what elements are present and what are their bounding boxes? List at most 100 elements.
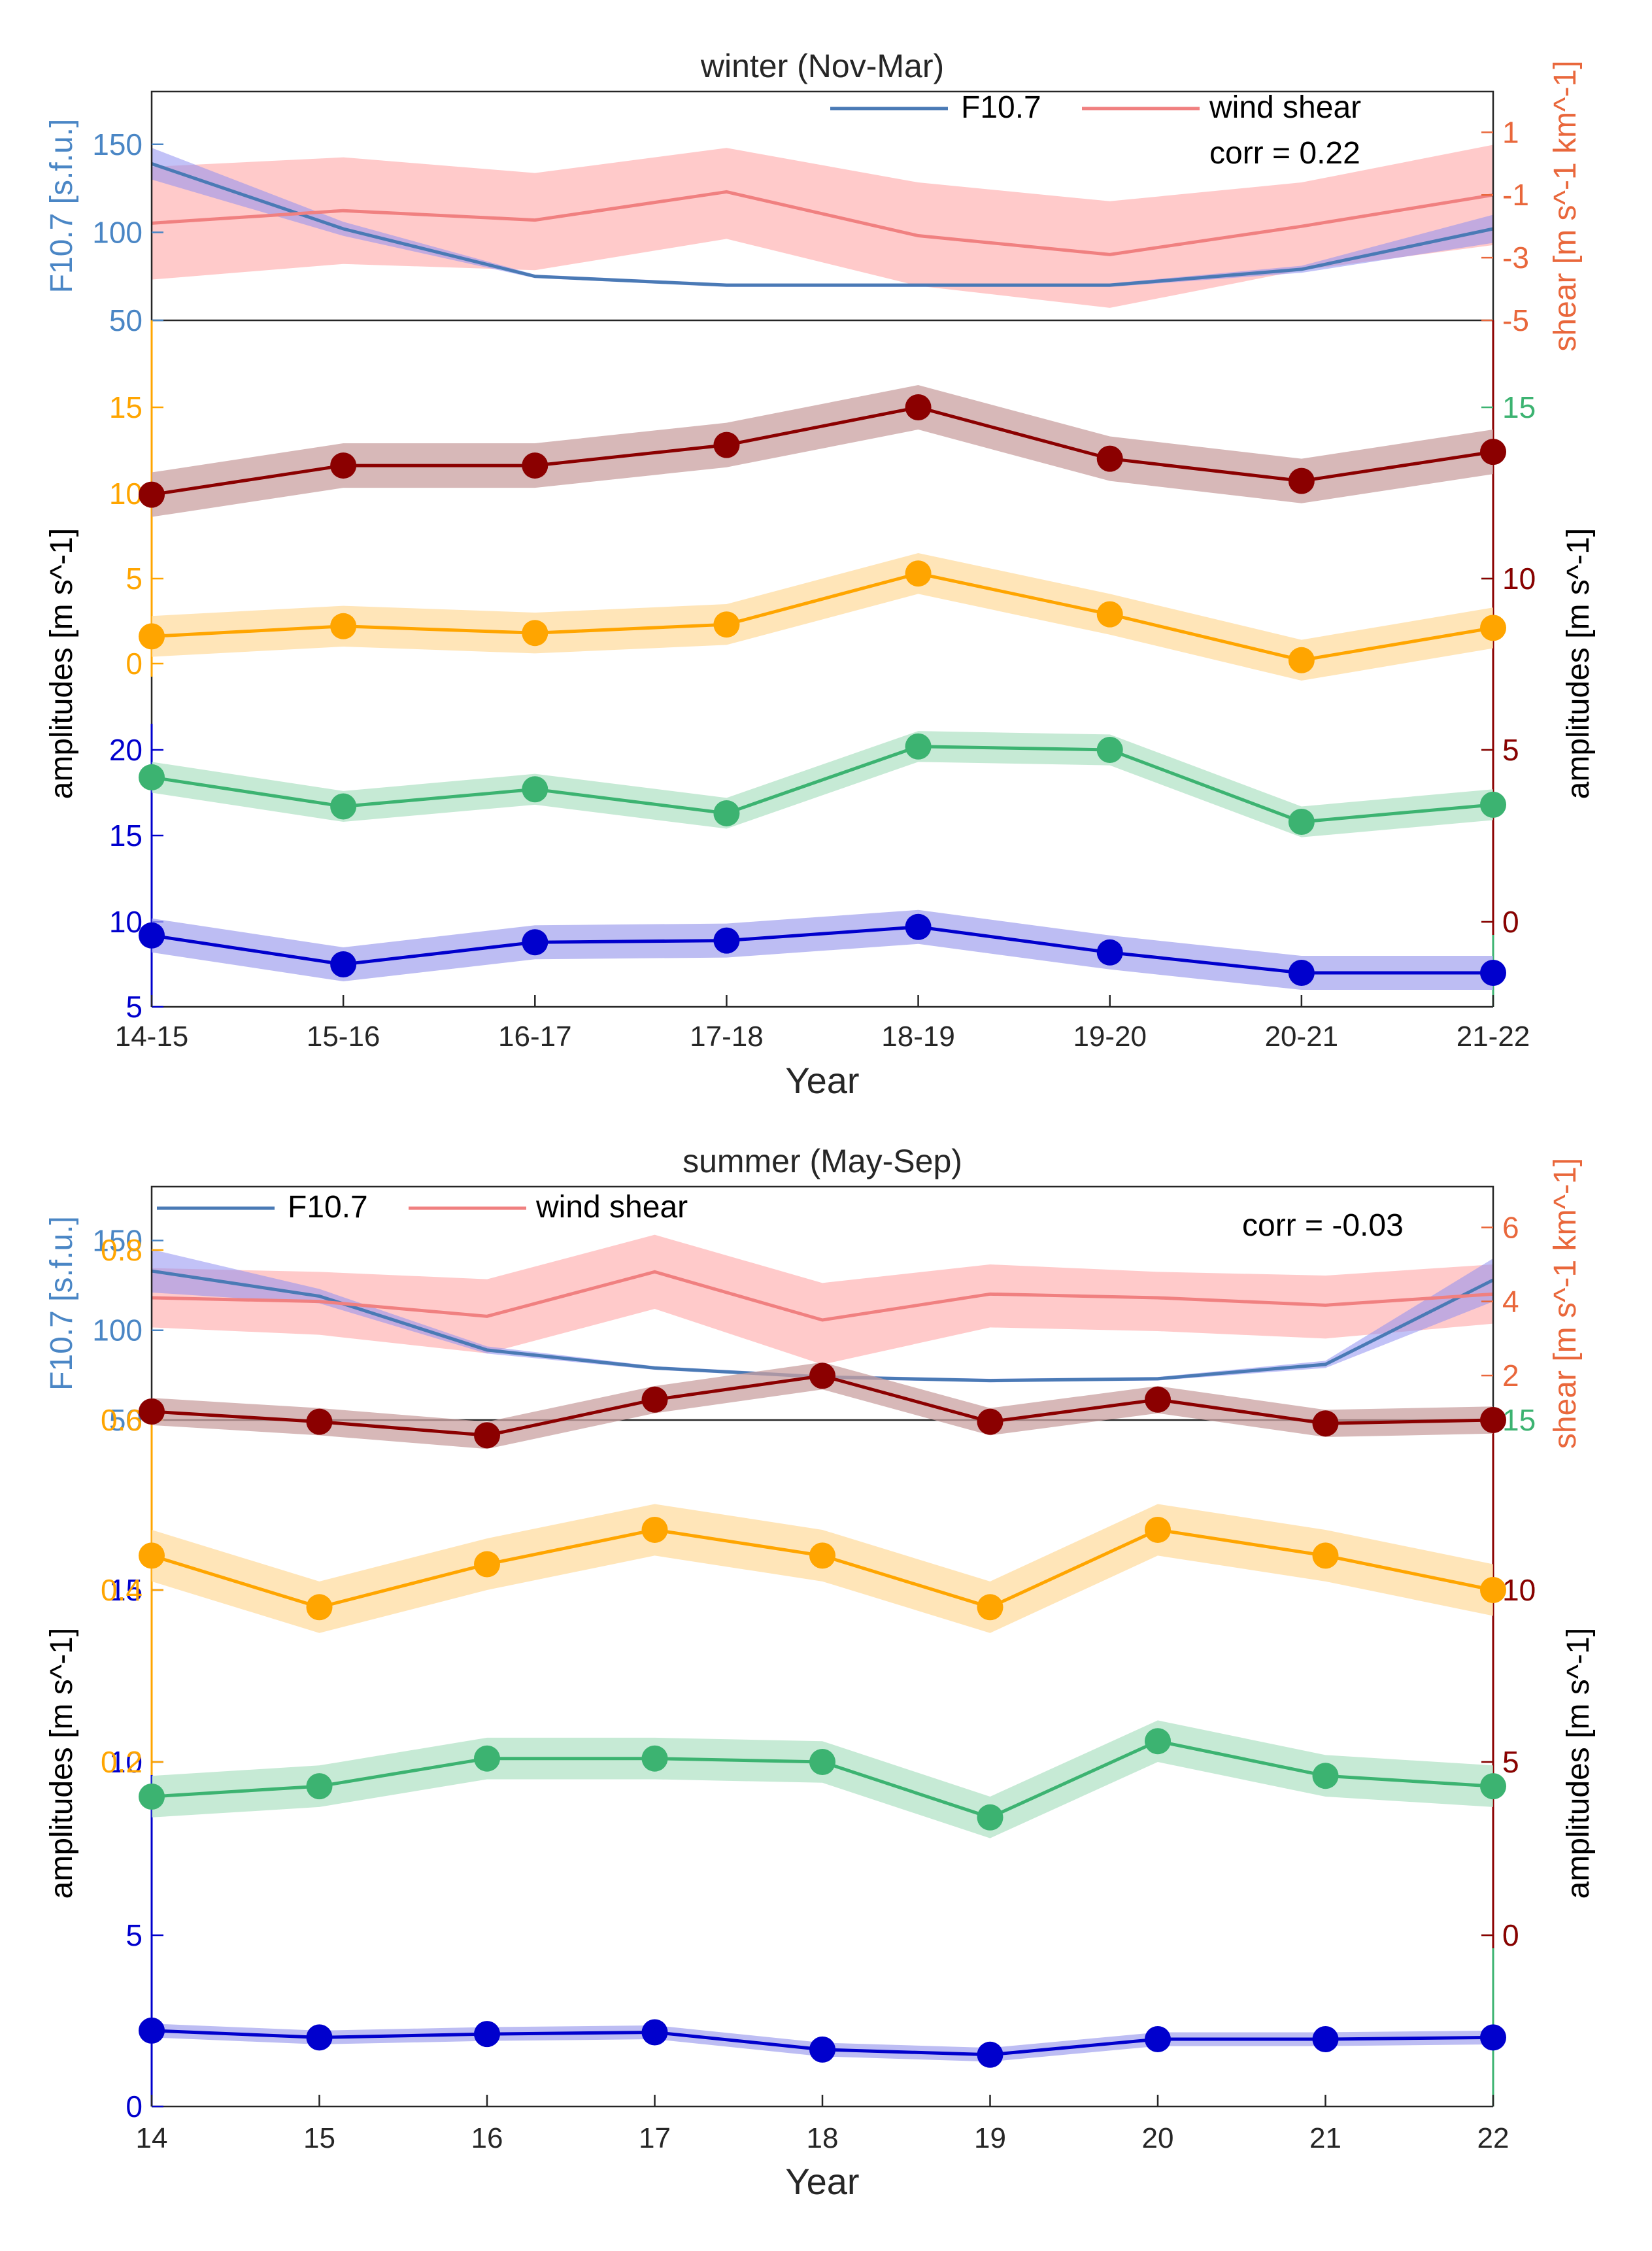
x-tick-label: 22 xyxy=(1477,2122,1509,2154)
bottom-right-tick-label: 5 xyxy=(1502,1745,1519,1779)
top-left-tick-label: 50 xyxy=(109,1403,143,1437)
x-tick-label: 21 xyxy=(1309,2122,1341,2154)
amplitude-band-3 xyxy=(152,909,1493,990)
amplitude-point xyxy=(1096,445,1123,472)
amplitude-point xyxy=(522,929,548,956)
top-right-tick-label: 1 xyxy=(1502,115,1519,149)
top-axes-frame xyxy=(150,90,1494,322)
amplitude-point xyxy=(641,2019,668,2046)
amplitude-point xyxy=(1145,1728,1171,1755)
x-tick-label: 14 xyxy=(136,2122,168,2154)
amplitude-point xyxy=(641,1745,668,1772)
amplitude-point xyxy=(1480,439,1506,465)
amplitude-point xyxy=(139,764,165,790)
amplitude-point xyxy=(139,1542,165,1569)
bottom-right-tick-label: 0 xyxy=(1502,1918,1519,1952)
amplitude-point xyxy=(306,1773,333,1800)
line-wind-shear xyxy=(151,1270,1494,1322)
top-right-tick-label: -5 xyxy=(1502,303,1529,337)
amplitude-point xyxy=(474,2021,500,2048)
bottom-left-tick-label: 0 xyxy=(126,2090,143,2124)
amplitude-line-1 xyxy=(151,571,1494,662)
correlation-annotation: corr = 0.22 xyxy=(1209,136,1360,171)
x-tick-label: 16 xyxy=(471,2122,503,2154)
amplitude-point xyxy=(1288,809,1315,836)
bottom-left-ylabel: amplitudes [m s^-1] xyxy=(44,1628,79,1899)
amplitude-point xyxy=(905,913,932,940)
amplitude-point xyxy=(1288,647,1315,673)
amplitude-point xyxy=(809,1542,835,1569)
amplitude-point xyxy=(641,1386,668,1413)
x-tick-label: 15-16 xyxy=(307,1021,380,1053)
legend-label-wind-shear: wind shear xyxy=(1209,90,1361,125)
bottom-left-tick-label: 5 xyxy=(126,990,143,1024)
amplitude-point xyxy=(1480,791,1506,818)
bottom-left-tick-label: 15 xyxy=(109,1573,143,1607)
bottom-left-tick-label: 0.6 xyxy=(101,1403,143,1437)
amplitude-point xyxy=(474,1551,500,1578)
amplitude-point xyxy=(1145,2026,1171,2053)
x-tick-label: 19-20 xyxy=(1073,1021,1147,1053)
bottom-right-tick-label: 0 xyxy=(1502,905,1519,939)
amplitude-point xyxy=(977,1594,1003,1621)
amplitude-point xyxy=(1145,1516,1171,1543)
chart-title: summer (May-Sep) xyxy=(683,1143,962,1179)
amplitude-point xyxy=(713,800,740,826)
amplitude-point xyxy=(1480,960,1506,986)
top-right-ylabel: shear [m s^-1 km^-1] xyxy=(1548,60,1583,351)
amplitude-band-1 xyxy=(152,553,1493,681)
amplitude-line-0 xyxy=(151,405,1494,497)
amplitude-point xyxy=(1480,1577,1506,1603)
bottom-right-tick-label: 0 xyxy=(1502,905,1519,939)
amplitude-point xyxy=(330,452,357,479)
top-right-tick-label: -3 xyxy=(1502,241,1529,275)
correlation-annotation: corr = -0.03 xyxy=(1242,1208,1404,1243)
bottom-left-ylabel: amplitudes [m s^-1] xyxy=(44,528,79,800)
legend-label-f107: F10.7 xyxy=(961,90,1041,125)
amplitude-point xyxy=(1096,601,1123,628)
bottom-left-tick-label: 0.2 xyxy=(101,1745,143,1779)
band-wind-shear xyxy=(152,1234,1493,1364)
amplitude-point xyxy=(474,1422,500,1449)
bottom-left-tick-label: 20 xyxy=(109,733,143,767)
top-left-tick-label: 150 xyxy=(92,1223,143,1257)
amplitude-point xyxy=(306,1408,333,1435)
amplitude-point xyxy=(522,452,548,479)
x-tick-label: 19 xyxy=(974,2122,1006,2154)
top-right-tick-label: 4 xyxy=(1502,1285,1519,1319)
top-left-tick-label: 50 xyxy=(109,303,143,337)
amplitude-point xyxy=(641,1516,668,1543)
amplitude-point xyxy=(522,776,548,803)
bottom-right-tick-label: 15 xyxy=(1502,1403,1536,1437)
top-left-tick-label: 100 xyxy=(92,215,143,249)
bottom-right-ylabel: amplitudes [m s^-1] xyxy=(1561,528,1596,800)
amplitude-point xyxy=(1312,1410,1339,1437)
x-tick-label: 21-22 xyxy=(1457,1021,1530,1053)
amplitude-point xyxy=(713,432,740,458)
x-tick-label: 18 xyxy=(807,2122,839,2154)
legend-label-wind-shear: wind shear xyxy=(535,1190,688,1225)
amplitude-point xyxy=(1096,939,1123,966)
bottom-left-tick-label: 5 xyxy=(126,562,143,596)
amplitude-point xyxy=(139,2017,165,2044)
amplitude-point xyxy=(1480,1407,1506,1433)
bottom-right-tick-label: 5 xyxy=(1502,733,1519,767)
bottom-left-tick-label: 10 xyxy=(109,477,143,511)
amplitude-band-0 xyxy=(152,384,1493,517)
amplitude-point xyxy=(139,623,165,650)
amplitude-point xyxy=(713,611,740,638)
bottom-right-tick-label: 5 xyxy=(1502,1745,1519,1779)
top-left-ylabel: F10.7 [s.f.u.] xyxy=(44,119,79,294)
legend-label-f107: F10.7 xyxy=(288,1190,368,1225)
bottom-left-tick-label: 10 xyxy=(109,1745,143,1779)
bottom-left-tick-label: 0.4 xyxy=(101,1573,143,1607)
x-tick-label: 17 xyxy=(639,2122,671,2154)
amplitude-point xyxy=(1096,737,1123,763)
amplitude-point xyxy=(139,1398,165,1425)
amplitude-point xyxy=(1145,1386,1171,1413)
bottom-right-ylabel: amplitudes [m s^-1] xyxy=(1561,1628,1596,1899)
amplitude-point xyxy=(977,2041,1003,2068)
top-right-tick-label: 2 xyxy=(1502,1359,1519,1393)
